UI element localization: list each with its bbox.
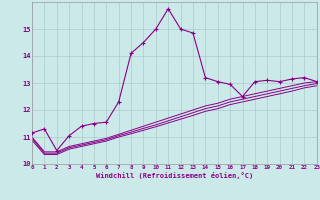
X-axis label: Windchill (Refroidissement éolien,°C): Windchill (Refroidissement éolien,°C) (96, 172, 253, 179)
